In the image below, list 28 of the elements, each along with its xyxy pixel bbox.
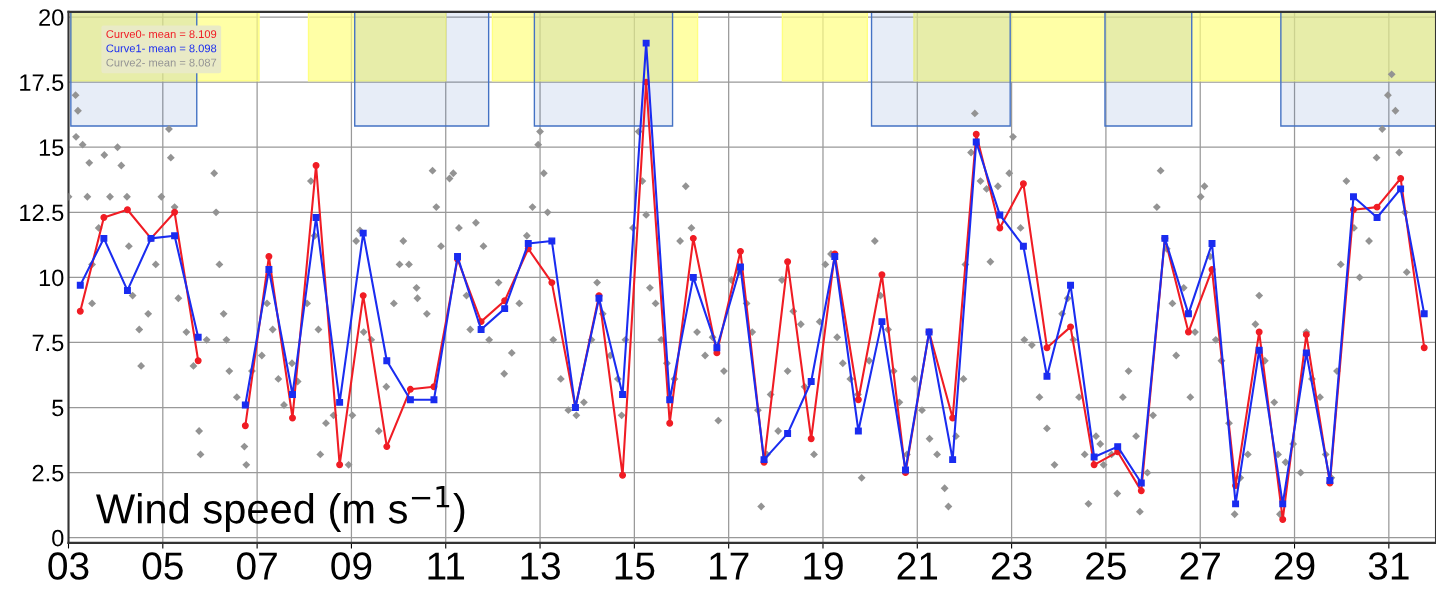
y-tick-label: 20 bbox=[39, 9, 64, 26]
y-tick-label: 7.5 bbox=[32, 334, 64, 352]
text: Curve2- mean = 8.087 bbox=[106, 58, 217, 67]
y-tick-label: 10 bbox=[39, 269, 64, 287]
y-tick-label: 15 bbox=[39, 139, 64, 157]
x-tick-label: 11 bbox=[428, 552, 465, 580]
x-tick-label: 23 bbox=[991, 552, 1032, 580]
x-tick-label: 17 bbox=[710, 552, 749, 580]
annotation: Wind speed (m s$^{−1}$) bbox=[96, 486, 465, 532]
text: Curve0- mean = 8.109 bbox=[106, 30, 217, 39]
x-tick-label: 13 bbox=[521, 552, 560, 580]
x-tick-label: 03 bbox=[48, 552, 89, 580]
y-tick-label: 0 bbox=[52, 529, 64, 547]
x-tick-label: 05 bbox=[142, 552, 183, 580]
x-tick-label: 25 bbox=[1086, 552, 1126, 580]
x-tick-label: 07 bbox=[237, 552, 277, 580]
x-tick-label: 31 bbox=[1368, 552, 1409, 580]
x-tick-label: 15 bbox=[615, 552, 655, 580]
y-tick-label: 5 bbox=[52, 399, 64, 417]
y-tick-label: 2.5 bbox=[32, 464, 64, 482]
x-tick-label: 27 bbox=[1180, 552, 1220, 580]
x-tick-label: 21 bbox=[897, 552, 938, 580]
x-tick-label: 29 bbox=[1274, 552, 1315, 580]
x-tick-label: 19 bbox=[804, 552, 843, 580]
y-tick-label: 12.5 bbox=[20, 204, 64, 222]
text: Curve1- mean = 8.098 bbox=[106, 44, 217, 53]
x-tick-label: 09 bbox=[331, 552, 372, 580]
y-tick-label: 17.5 bbox=[20, 74, 64, 91]
